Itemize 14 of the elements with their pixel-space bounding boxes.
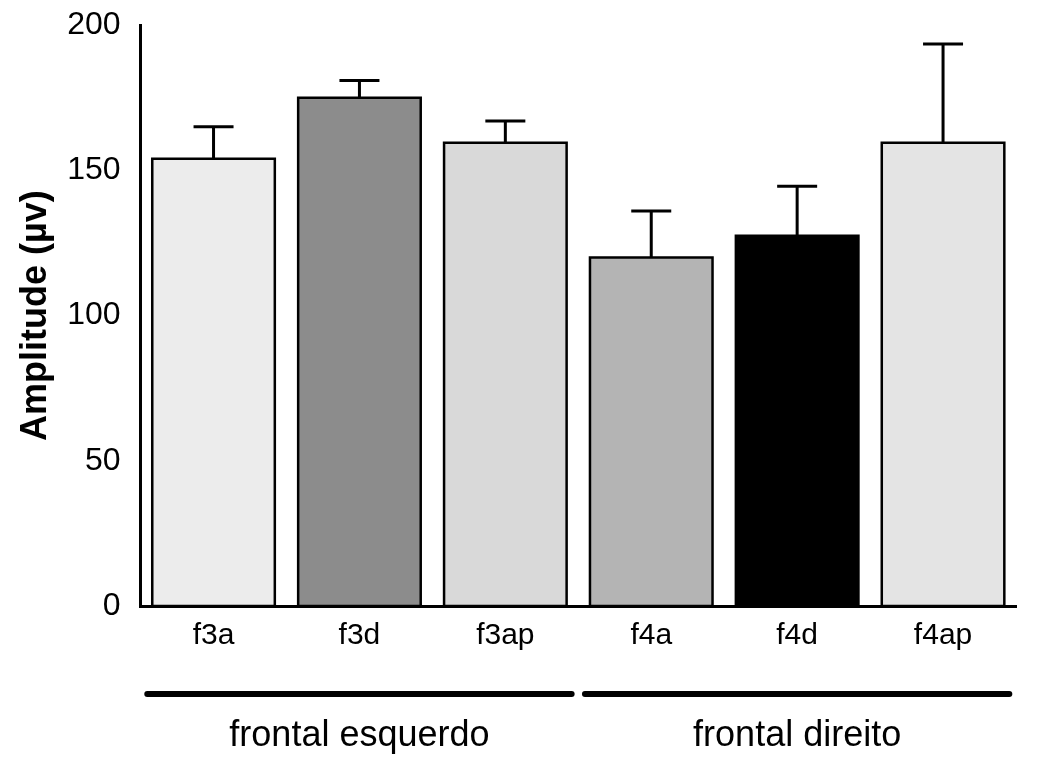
x-tick-label: f3a	[192, 617, 235, 651]
y-axis-title: Amplitude (µv)	[12, 190, 54, 441]
x-tick-label: f4ap	[913, 617, 973, 651]
y-tick-label: 200	[67, 5, 121, 42]
y-tick-label: 50	[85, 440, 121, 477]
y-tick-label: 150	[67, 150, 121, 187]
x-tick-label: f4d	[776, 617, 819, 651]
text: frontal direito	[693, 712, 902, 754]
x-tick-label: f4a	[630, 617, 673, 651]
y-tick-label: 0	[102, 585, 121, 622]
x-tick-label: f3d	[338, 617, 381, 651]
x-tick-label: f3ap	[476, 617, 535, 651]
y-tick-label: 100	[67, 295, 121, 332]
text: frontal esquerdo	[229, 712, 490, 754]
